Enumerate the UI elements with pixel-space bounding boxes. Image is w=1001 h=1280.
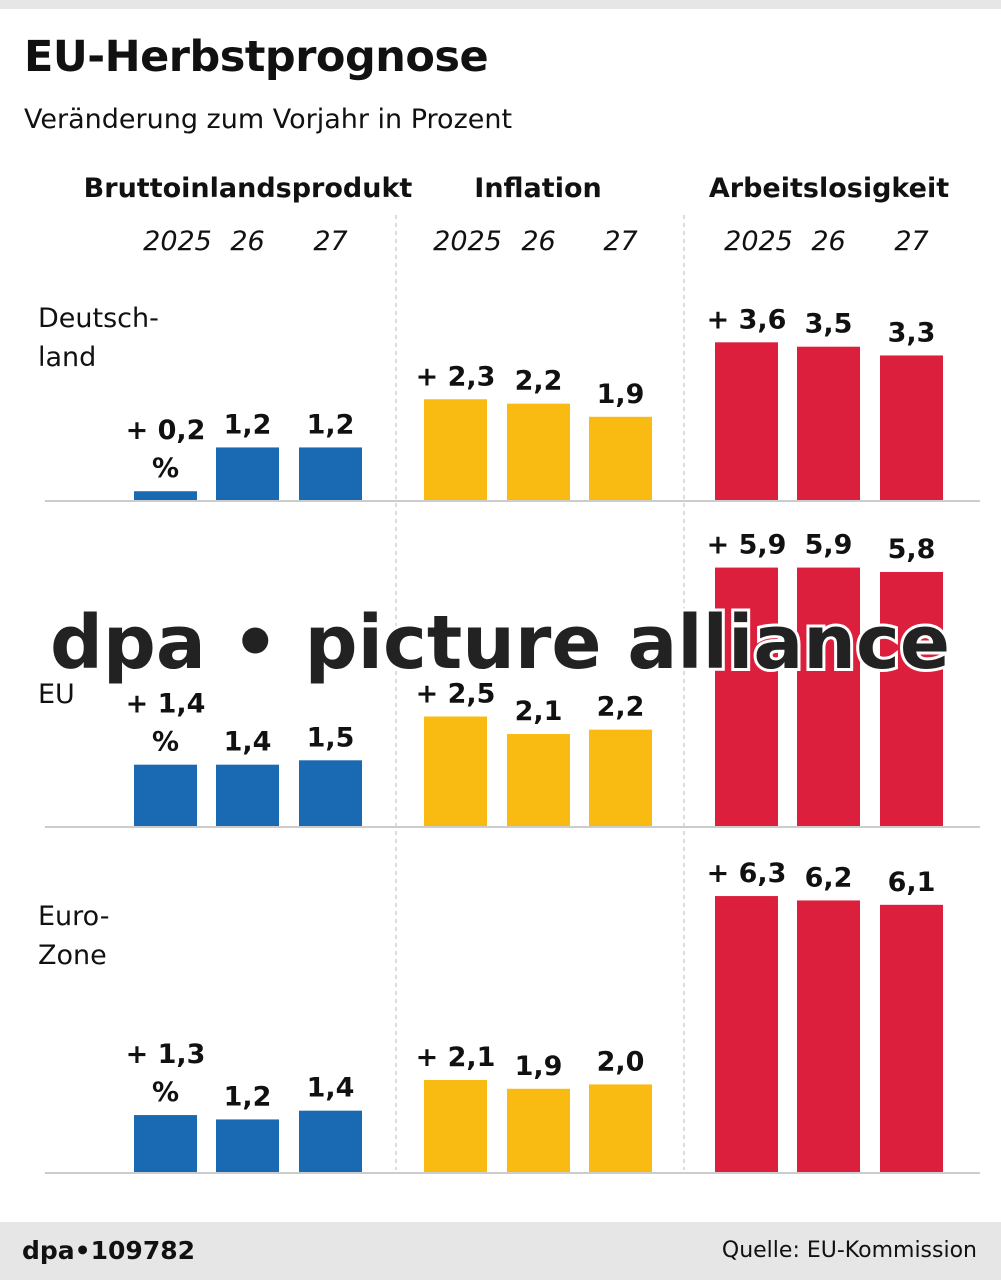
year-label: 2025 (143, 226, 212, 257)
data-label: 1,4 (224, 727, 272, 758)
source: Quelle: EU-Kommission (721, 1238, 977, 1263)
year-label: 2025 (724, 226, 793, 257)
bar (299, 760, 362, 826)
data-label: % (152, 1077, 179, 1108)
bar (880, 904, 943, 1172)
bar (797, 900, 860, 1172)
footer: dpa•109782 Quelle: EU-Kommission (0, 1222, 1001, 1280)
bar (424, 716, 487, 826)
data-label: 5,9 (805, 530, 853, 561)
year-label: 26 (811, 226, 845, 257)
row-label: Euro- (38, 901, 109, 932)
bar (424, 399, 487, 500)
data-label: 2,1 (515, 696, 563, 727)
data-label: 2,2 (515, 366, 563, 397)
year-label: 27 (894, 226, 928, 257)
data-label: + 1,4 (126, 689, 206, 720)
data-label: + 3,6 (707, 304, 787, 335)
row-label: Deutsch- (38, 303, 159, 334)
bar (715, 342, 778, 500)
data-label: 3,5 (805, 309, 853, 340)
bar (216, 447, 279, 500)
data-label: 5,8 (888, 534, 936, 565)
bar (299, 1110, 362, 1172)
bar (715, 567, 778, 826)
bar (216, 1119, 279, 1172)
bar (797, 346, 860, 500)
bar (880, 571, 943, 826)
data-label: % (152, 453, 179, 484)
year-label: 27 (313, 226, 347, 257)
bar (797, 567, 860, 826)
data-label: + 1,3 (126, 1039, 206, 1070)
year-label: 26 (230, 226, 264, 257)
data-label: 3,3 (888, 317, 936, 348)
bar (507, 403, 570, 500)
data-label: 6,2 (805, 862, 853, 893)
data-label: + 2,5 (416, 679, 496, 710)
bar (507, 1088, 570, 1172)
data-label: 2,2 (597, 692, 645, 723)
data-label: + 0,2 (126, 415, 206, 446)
data-label: + 6,3 (707, 858, 787, 889)
data-label: + 5,9 (707, 530, 787, 561)
data-label: 1,5 (307, 722, 355, 753)
bar (507, 734, 570, 826)
row-label: Zone (38, 940, 107, 971)
bar (299, 447, 362, 500)
year-label: 27 (603, 226, 637, 257)
data-label: % (152, 727, 179, 758)
data-label: + 2,1 (416, 1042, 496, 1073)
data-label: 1,4 (307, 1073, 355, 1104)
year-label: 26 (521, 226, 555, 257)
group-header: Arbeitslosigkeit (709, 173, 949, 204)
top-bar (0, 0, 1001, 9)
data-label: 6,1 (888, 867, 936, 898)
bar (880, 355, 943, 500)
bar (424, 1080, 487, 1172)
bar (589, 1084, 652, 1172)
bar (134, 764, 197, 826)
group-header: Bruttoinlandsprodukt (84, 173, 413, 204)
row-label: EU (38, 679, 75, 710)
agency-id: dpa•109782 (22, 1236, 196, 1265)
data-label: 2,0 (597, 1046, 645, 1077)
group-header: Inflation (474, 173, 601, 204)
bar (715, 896, 778, 1172)
row-label: land (38, 342, 96, 373)
year-label: 2025 (433, 226, 502, 257)
data-label: 1,2 (307, 409, 355, 440)
bar (134, 491, 197, 500)
bar (589, 416, 652, 500)
data-label: 1,2 (224, 1081, 272, 1112)
bar (589, 729, 652, 826)
watermark: dpa • picture alliance (50, 600, 950, 686)
chart-subtitle: Veränderung zum Vorjahr in Prozent (24, 104, 513, 135)
data-label: 1,9 (597, 379, 645, 410)
bar (134, 1115, 197, 1172)
data-label: + 2,3 (416, 361, 496, 392)
bar (216, 764, 279, 826)
data-label: 1,9 (515, 1051, 563, 1082)
data-label: 1,2 (224, 409, 272, 440)
chart-title: EU-Herbstprognose (24, 32, 489, 82)
